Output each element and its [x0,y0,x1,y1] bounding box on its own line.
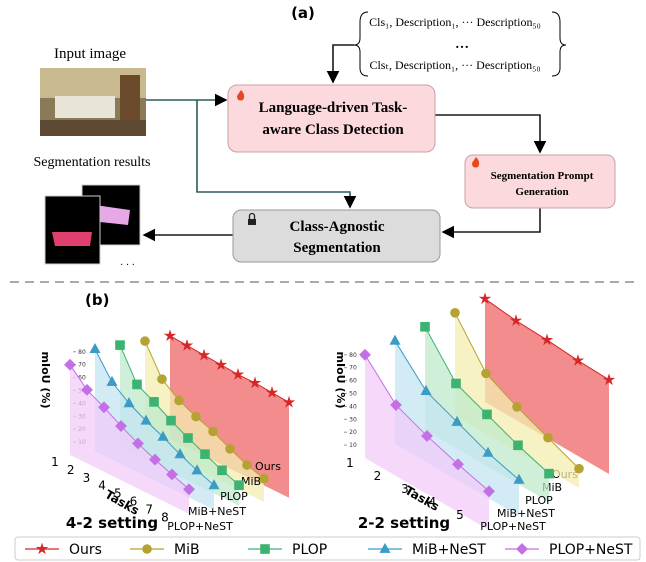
marker [451,308,460,317]
x-tick-label: 5 [456,508,464,522]
depth-label: PLOP+NeST [480,520,546,533]
marker [201,450,210,459]
marker [261,545,270,554]
node-label: Segmentation Prompt [491,170,594,182]
node-label: Segmentation [293,240,381,256]
legend-label: PLOP+NeST [549,542,633,558]
node-label: aware Class Detection [262,122,404,138]
marker [514,441,523,450]
class-ellipsis: … [455,37,469,52]
chart-title: 4-2 setting [66,514,158,532]
legend: Ours MiB PLOP MiB+NeST PLOP+NeST [15,537,640,560]
results-label: Segmentation results [33,155,150,170]
marker [421,322,430,331]
depth-label: PLOP [220,490,248,503]
marker [116,341,125,350]
x-tick-label: 2 [374,469,382,483]
legend-label: MiB [174,542,200,558]
marker [133,380,142,389]
y-tick-label: 70 [78,362,86,369]
legend-label: PLOP [292,542,327,558]
input-label: Input image [54,46,126,62]
node-label: Generation [515,186,568,198]
marker [192,412,201,421]
node: Segmentation Prompt Generation [465,155,615,208]
depth-label: MiB [241,475,261,488]
marker [544,433,553,442]
y-tick-label: 80 [78,349,86,356]
marker [158,375,167,384]
y-tick-label: 70 [349,365,357,372]
marker [209,427,218,436]
depth-label: Ours [255,460,281,473]
y-tick-label: 40 [349,403,357,410]
marker [390,335,400,344]
panel-a: (a) Input image Segmentation results · ·… [33,4,615,271]
y-tick-label: 80 [349,352,357,359]
y-tick-label: 30 [349,416,357,423]
segmentation-results: · · · [45,185,140,271]
y-tick-label: 50 [349,391,357,398]
depth-label: PLOP+NeST [167,520,233,533]
marker [90,344,100,353]
depth-label: MiB+NeST [188,505,246,518]
x-tick-label: 4 [98,479,106,493]
input-image [40,68,146,136]
marker [513,402,522,411]
marker [65,359,76,370]
marker [243,461,252,470]
marker [545,469,554,478]
marker [575,464,584,473]
marker [167,416,176,425]
x-tick-label: 8 [161,510,169,524]
marker [141,337,150,346]
legend-label: MiB+NeST [412,542,486,558]
class-list: Cls₁, Description₁, ··· Description₅₀ … … [354,12,566,76]
marker [452,379,461,388]
svg-text:· · ·: · · · [120,260,135,271]
panel-label: (b) [85,291,109,309]
legend-label: Ours [69,542,102,558]
node-label: Language-driven Task- [259,100,408,116]
marker [226,444,235,453]
y-tick-label: 10 [349,442,357,449]
class-line: Clsₜ, Description₁, ··· Description₅₀ [369,58,540,72]
depth-label: MiB+NeST [497,507,555,520]
x-tick-label: 1 [51,455,59,469]
node: Language-driven Task- aware Class Detect… [228,85,435,152]
y-tick-label: 60 [349,378,357,385]
marker [482,369,491,378]
marker [360,349,371,360]
x-tick-label: 2 [67,463,75,477]
y-tick-label: 20 [349,429,357,436]
marker [175,396,184,405]
x-tick-label: 3 [83,471,91,485]
chart-title: 2-2 setting [358,514,450,532]
y-axis-label: mIoU (%) [334,352,347,409]
marker [235,481,244,490]
marker [184,434,193,443]
marker [483,410,492,419]
node-label: Class-Agnostic [289,219,384,235]
marker [218,466,227,475]
marker [143,545,152,554]
panel-label: (a) [291,4,315,22]
depth-label: PLOP [525,494,553,507]
x-tick-label: 1 [346,456,354,470]
figure: (a) Input image Segmentation results · ·… [0,0,646,562]
node: Class-Agnostic Segmentation [233,210,440,262]
class-line: Cls₁, Description₁, ··· Description₅₀ [369,15,541,29]
marker [150,397,159,406]
y-axis-label: mIoU (%) [39,352,52,409]
